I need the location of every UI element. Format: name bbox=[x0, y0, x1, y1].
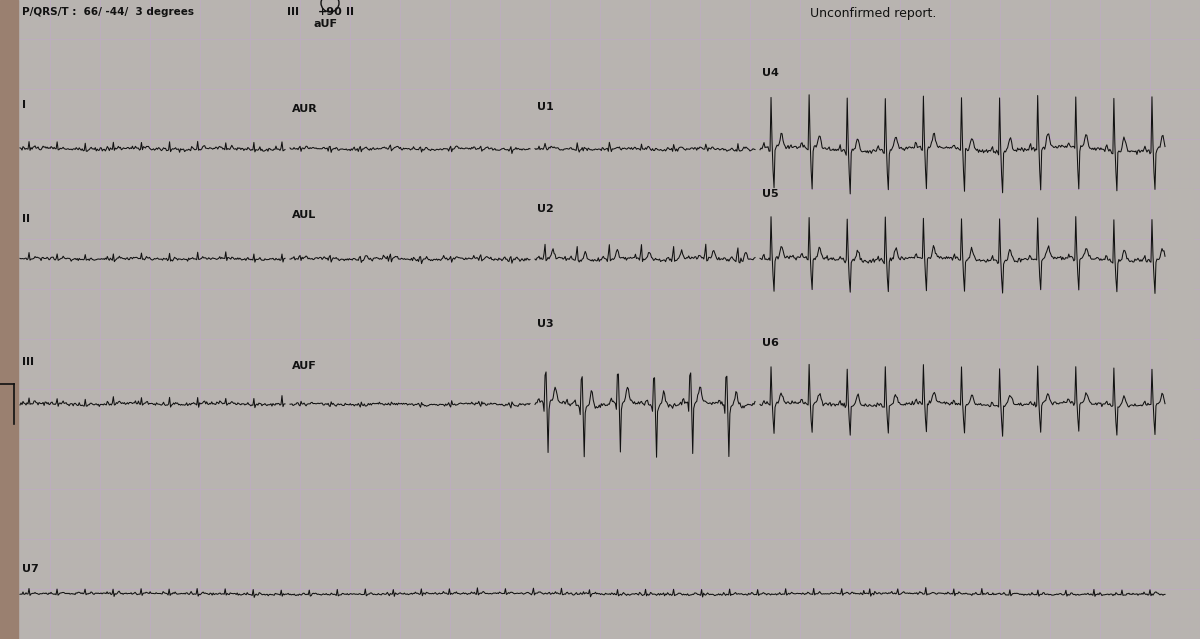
Text: U1: U1 bbox=[538, 102, 553, 112]
Text: U3: U3 bbox=[538, 319, 553, 329]
Text: AUF: AUF bbox=[292, 361, 317, 371]
Text: P/QRS/T :  66/ -44/  3 degrees: P/QRS/T : 66/ -44/ 3 degrees bbox=[22, 7, 194, 17]
Text: I: I bbox=[22, 100, 26, 110]
Bar bbox=[1168, 189, 1193, 439]
Text: aUF: aUF bbox=[314, 19, 338, 29]
Text: II: II bbox=[346, 7, 354, 17]
Text: U7: U7 bbox=[22, 564, 38, 574]
Text: U2: U2 bbox=[538, 204, 553, 215]
Text: II: II bbox=[22, 214, 30, 224]
Text: AUL: AUL bbox=[292, 210, 317, 220]
Text: +90: +90 bbox=[318, 7, 343, 17]
Text: AUR: AUR bbox=[292, 104, 318, 114]
Text: U4: U4 bbox=[762, 68, 779, 78]
Text: III: III bbox=[287, 7, 299, 17]
Bar bbox=[0, 0, 18, 639]
Text: U5: U5 bbox=[762, 189, 779, 199]
Text: U6: U6 bbox=[762, 338, 779, 348]
Text: Unconfirmed report.: Unconfirmed report. bbox=[810, 7, 936, 20]
Text: III: III bbox=[22, 357, 34, 367]
